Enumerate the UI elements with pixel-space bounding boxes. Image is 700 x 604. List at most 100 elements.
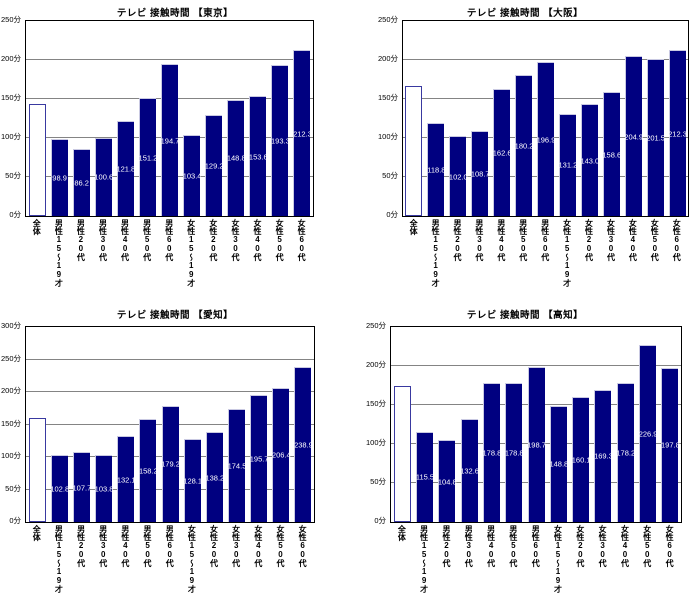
gridline	[403, 59, 688, 60]
y-axis-tick-label: 250分	[377, 15, 398, 24]
bar-slot: 197.8	[659, 327, 681, 522]
x-label-slot: 男性40代	[490, 219, 512, 287]
x-axis-labels: 全体 男性15〜19才 男性20代 男性30代 男性40代 男性50代 男性60代 女性15〜…	[402, 219, 687, 287]
x-axis-category-label: 女性50代	[275, 219, 285, 261]
bar-overall	[28, 103, 46, 216]
bar-osaka-6: 196.9	[537, 62, 555, 216]
bar-aichi-10: 195.7	[249, 394, 269, 522]
chart-title: テレビ 接触時間 【高知】	[466, 310, 584, 321]
bars: 115.5 104.8 132.6 178.8 178.8 198.7 148.8 160.1…	[391, 327, 681, 522]
bar-value-label: 212.3	[293, 128, 312, 138]
plot-area: 98.9 86.2 100.6 121.8 151.2 194.7 103.4 129.2 14…	[25, 20, 314, 217]
bar-slot	[26, 327, 48, 522]
x-label-slot: 女性15〜19才	[555, 219, 577, 287]
x-axis-category-label: 女性60代	[298, 525, 308, 567]
bar-value-label: 102.8	[50, 484, 70, 494]
bar-slot: 118.8	[425, 21, 447, 216]
x-label-slot: 女性40代	[621, 219, 643, 287]
x-axis-category-label: 女性60代	[665, 525, 675, 567]
x-axis-category-label: 男性30代	[98, 219, 108, 261]
bar-value-label: 104.8	[437, 476, 457, 486]
x-label-slot: 女性20代	[569, 525, 591, 593]
x-label-slot: 男性15〜19才	[424, 219, 446, 287]
chart-tokyo: テレビ 接触時間 【東京】 98.9 86.2 100.6 121.8 151.2 194.…	[0, 0, 350, 302]
bar-slot: 86.2	[70, 21, 92, 216]
x-axis-category-label: 女性30代	[231, 525, 241, 567]
bar-value-label: 179.2	[161, 459, 180, 469]
bars: 118.8 102.0 108.7 162.6 180.2 196.9 131.2 143.0…	[403, 21, 688, 216]
bar-slot: 179.2	[159, 327, 181, 522]
x-label-slot: 男性30代	[457, 525, 479, 593]
bar-value-label: 226.9	[638, 429, 658, 439]
x-label-slot: 女性50代	[635, 525, 657, 593]
bar-osaka-5: 180.2	[515, 75, 533, 216]
plot-area: 102.8 107.7 103.8 132.1 158.2 179.2 128.1 138.2…	[25, 326, 315, 523]
gridline	[391, 365, 681, 366]
bar-value-label: 195.7	[249, 454, 269, 464]
bar-slot: 169.3	[592, 327, 614, 522]
x-axis-category-label: 全体	[397, 525, 407, 541]
bar-osaka-11: 201.5	[646, 58, 665, 216]
bar-slot: 160.1	[570, 327, 592, 522]
bar-tokyo-8: 129.2	[204, 115, 224, 216]
bar-value-label: 103.4	[182, 171, 202, 181]
x-axis-category-label: 男性15〜19才	[419, 525, 429, 593]
bar-value-label: 143.0	[580, 155, 600, 165]
x-axis-category-label: 男性50代	[518, 219, 528, 261]
bar-aichi-4: 132.1	[117, 436, 136, 522]
y-axis-tick-label: 100分	[0, 451, 21, 460]
x-axis-category-label: 男性15〜19才	[431, 219, 441, 287]
x-label-slot: 全体	[402, 219, 424, 287]
bar-slot: 115.5	[413, 327, 435, 522]
bar-value-label: 128.1	[183, 476, 203, 486]
bar-overall	[393, 385, 411, 522]
x-label-slot: 女性15〜19才	[546, 525, 568, 593]
x-axis-category-label: 女性20代	[209, 525, 219, 567]
bar-value-label: 153.6	[248, 151, 268, 161]
bar-value-label: 138.2	[205, 472, 225, 482]
x-axis-category-label: 男性20代	[453, 219, 462, 261]
y-axis-tick-label: 50分	[5, 483, 21, 493]
x-label-slot: 女性50代	[268, 219, 290, 287]
bar-slot: 128.1	[181, 327, 203, 522]
x-label-slot: 女性60代	[291, 525, 313, 593]
bar-slot: 121.8	[114, 21, 136, 216]
x-label-slot: 男性15〜19才	[412, 525, 434, 593]
x-label-slot: 女性20代	[202, 525, 224, 593]
y-axis-tick-label: 150分	[365, 399, 386, 408]
bar-value-label: 212.3	[668, 128, 687, 138]
x-axis-category-label: 男性40代	[486, 525, 496, 567]
y-axis-tick-label: 0分	[9, 210, 21, 219]
bar-osaka-1: 118.8	[427, 123, 445, 216]
x-label-slot: 男性30代	[91, 219, 113, 287]
x-label-slot: 男性15〜19才	[47, 219, 69, 287]
x-axis-category-label: 男性60代	[531, 525, 541, 567]
x-axis-category-label: 男性40代	[120, 219, 130, 261]
x-axis-category-label: 男性60代	[164, 219, 174, 261]
x-label-slot: 女性30代	[224, 219, 246, 287]
x-axis-category-label: 女性15〜19才	[187, 525, 197, 593]
y-axis-tick-label: 50分	[382, 171, 398, 180]
x-label-slot: 男性20代	[446, 219, 468, 287]
bar-kochi-2: 104.8	[437, 440, 457, 522]
y-axis-tick-label: 300分	[0, 321, 21, 330]
x-axis-category-label: 男性15〜19才	[54, 525, 64, 593]
bar-slot: 131.2	[556, 21, 578, 216]
y-axis-tick-label: 150分	[0, 93, 21, 102]
x-axis-labels: 全体 男性15〜19才 男性20代 男性30代 男性40代 男性50代 男性60代 女性15〜…	[25, 219, 312, 287]
bar-tokyo-1: 98.9	[50, 138, 68, 216]
bar-slot: 132.6	[458, 327, 480, 522]
bar-osaka-7: 131.2	[559, 113, 577, 216]
bar-slot: 129.2	[203, 21, 225, 216]
bar-tokyo-11: 193.3	[271, 65, 290, 216]
x-label-slot: 女性15〜19才	[180, 219, 202, 287]
x-label-slot: 女性30代	[591, 525, 613, 593]
bar-slot: 178.2	[614, 327, 636, 522]
x-axis-category-label: 男性20代	[76, 219, 86, 261]
x-axis-category-label: 女性30代	[230, 219, 240, 261]
x-label-slot: 男性60代	[157, 219, 179, 287]
bar-kochi-10: 178.2	[616, 383, 635, 522]
bar-value-label: 129.2	[204, 161, 224, 171]
bar-tokyo-12: 212.3	[293, 50, 312, 216]
bar-slot: 108.7	[469, 21, 491, 216]
